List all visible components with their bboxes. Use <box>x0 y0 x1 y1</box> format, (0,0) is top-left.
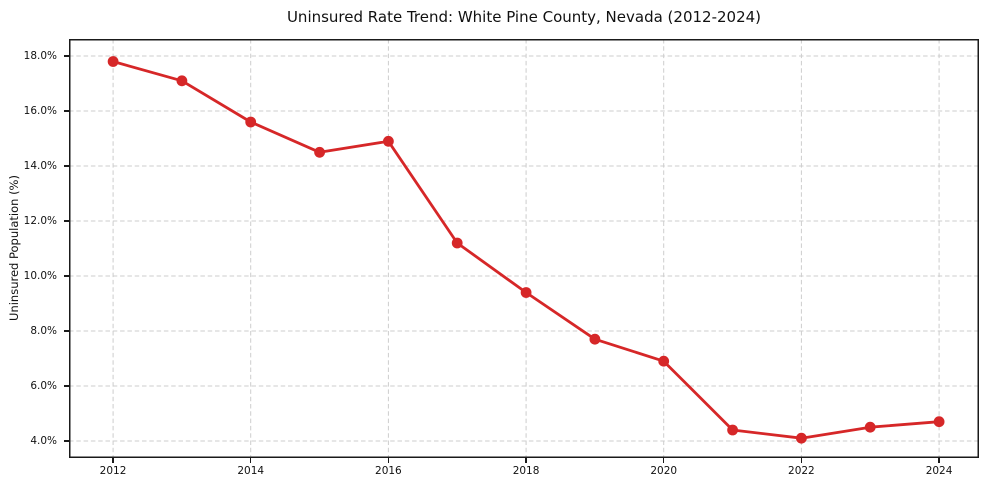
y-tick-label: 8.0% <box>30 324 57 337</box>
plot-area <box>69 39 979 458</box>
x-tick-label: 2016 <box>375 465 402 477</box>
y-axis-label: Uninsured Population (%) <box>7 175 21 321</box>
y-tick-label: 10.0% <box>23 269 57 282</box>
y-tick-mark <box>63 220 69 222</box>
x-tick-mark <box>112 458 114 463</box>
y-tick-label: 12.0% <box>23 215 57 227</box>
x-tick-mark <box>663 458 665 463</box>
data-point-2018 <box>520 287 532 298</box>
y-tick-label: 4.0% <box>30 434 57 447</box>
x-tick-label: 2022 <box>788 465 815 477</box>
y-tick-mark <box>63 110 69 112</box>
y-tick-label: 6.0% <box>30 379 57 392</box>
chart-title: Uninsured Rate Trend: White Pine County,… <box>286 8 762 26</box>
x-tick-label: 2024 <box>925 465 953 477</box>
x-tick-label: 2012 <box>99 465 127 477</box>
data-point-2014 <box>245 116 257 128</box>
plot-frame <box>69 39 979 458</box>
x-tick-label: 2018 <box>512 465 540 477</box>
y-tick-mark <box>63 330 69 332</box>
x-tick-mark <box>800 458 803 463</box>
data-point-2019 <box>589 333 601 345</box>
data-point-2012 <box>107 56 119 67</box>
data-point-2017 <box>451 237 463 249</box>
y-tick-mark <box>63 55 69 57</box>
data-point-2013 <box>176 75 188 87</box>
x-tick-label: 2020 <box>650 465 678 477</box>
x-tick-mark <box>938 458 940 463</box>
x-tick-label: 2014 <box>237 465 265 477</box>
x-tick-mark <box>250 458 252 463</box>
data-point-2016 <box>383 135 394 147</box>
data-point-2023 <box>864 421 876 433</box>
y-tick-label: 16.0% <box>23 105 57 118</box>
data-point-2024 <box>933 416 945 428</box>
y-tick-label: 14.0% <box>23 160 57 173</box>
data-line <box>111 60 941 440</box>
plot-canvas <box>69 39 979 458</box>
data-point-2015 <box>314 146 325 158</box>
y-tick-mark <box>63 275 69 277</box>
data-point-2020 <box>658 355 670 367</box>
data-point-2022 <box>796 432 807 444</box>
x-tick-mark <box>387 458 390 463</box>
y-tick-mark <box>63 385 69 387</box>
data-point-2021 <box>727 424 738 436</box>
y-tick-mark <box>63 440 69 442</box>
x-tick-mark <box>525 458 527 463</box>
y-tick-mark <box>63 165 69 167</box>
y-tick-label: 18.0% <box>23 50 57 63</box>
